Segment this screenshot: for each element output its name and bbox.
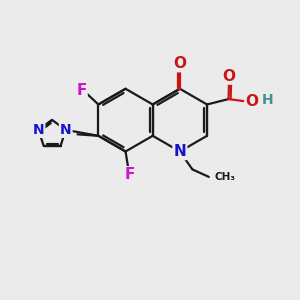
Text: O: O bbox=[245, 94, 258, 109]
Text: H: H bbox=[262, 93, 274, 107]
Text: N: N bbox=[173, 144, 186, 159]
Text: N: N bbox=[60, 123, 72, 137]
Text: O: O bbox=[173, 56, 186, 71]
Text: F: F bbox=[124, 167, 135, 182]
Text: CH₃: CH₃ bbox=[214, 172, 235, 182]
Text: N: N bbox=[33, 123, 44, 137]
Text: F: F bbox=[76, 82, 87, 98]
Text: O: O bbox=[223, 69, 236, 84]
